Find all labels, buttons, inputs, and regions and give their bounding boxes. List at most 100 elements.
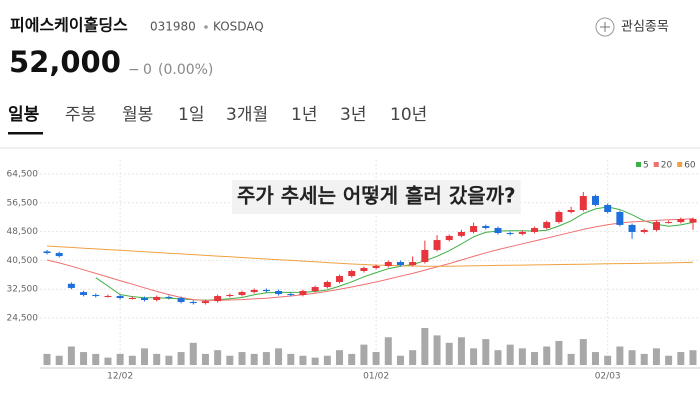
volume-bar (494, 350, 502, 365)
volume-bar (43, 353, 51, 365)
candle-body (421, 249, 429, 263)
volume-bar (421, 328, 429, 365)
tabs: 일봉 주봉 월봉 1일 3개월 1년 3년 10년 (8, 105, 427, 135)
x-tick-label: 12/02 (107, 372, 133, 382)
candle-body (640, 229, 648, 232)
candle-body (67, 283, 75, 288)
volume-bar (616, 346, 624, 365)
volume-bar (104, 357, 112, 365)
tab[interactable]: 일봉 (8, 105, 40, 125)
watch-button[interactable]: 관심종목 (595, 17, 669, 37)
volume-bar (433, 335, 441, 365)
volume-bar (628, 350, 636, 365)
volume-bar (677, 352, 685, 365)
volume-bar (579, 339, 587, 365)
candle-body (177, 298, 185, 302)
candle-body (336, 276, 344, 282)
candle-body (275, 291, 283, 295)
tab[interactable]: 1년 (291, 105, 317, 125)
candle-body (128, 298, 136, 300)
x-tick-label: 01/02 (363, 372, 389, 382)
volume-bar (555, 340, 563, 365)
volume-bar (396, 355, 404, 365)
volume-bar (543, 346, 551, 365)
volume-bar (336, 350, 344, 365)
volume-bar (55, 355, 63, 365)
legend-swatch (677, 162, 683, 167)
volume-bar (372, 352, 380, 365)
candle-body (165, 296, 173, 299)
volume-bar (531, 352, 539, 365)
ma-line (46, 218, 694, 301)
tab[interactable]: 1일 (178, 105, 204, 125)
candle-body (43, 251, 51, 254)
y-tick-label: 32,500 (7, 285, 39, 295)
volume-bar (250, 353, 258, 365)
ma-line (95, 206, 694, 301)
volume-bar (445, 342, 453, 365)
candle-body (104, 296, 112, 298)
tab[interactable]: 주봉 (65, 105, 96, 125)
candle-body (689, 219, 697, 223)
legend-label: 5 (643, 161, 649, 171)
volume-bar (689, 350, 697, 365)
candle-body (567, 210, 575, 212)
candle-body (141, 298, 149, 300)
candle-body (323, 282, 331, 288)
y-tick-label: 48,500 (7, 227, 39, 237)
market: KOSDAQ (213, 20, 264, 34)
tab[interactable]: 3개월 (226, 105, 268, 125)
tab[interactable]: 10년 (390, 105, 427, 125)
candle-body (360, 267, 368, 272)
legend-swatch (636, 162, 641, 167)
candle-body (616, 211, 624, 225)
volume-bar (457, 337, 465, 365)
volume-bar (92, 353, 100, 365)
candle-body (153, 296, 161, 300)
y-tick-label: 64,500 (7, 170, 39, 180)
candle-body (384, 262, 392, 266)
candle-body (311, 287, 319, 291)
candle-body (238, 292, 246, 295)
candle-body (677, 219, 685, 223)
volume-bar (189, 342, 197, 365)
volume-bar (67, 346, 75, 365)
candle-body (299, 291, 307, 295)
candle-body (396, 262, 404, 266)
candle-body (470, 226, 478, 232)
candle-body (518, 231, 526, 234)
volume-bar (165, 355, 173, 365)
volume-bar (518, 348, 526, 365)
candle-body (506, 233, 514, 235)
volume-bar (348, 353, 356, 365)
tab[interactable]: 3년 (340, 105, 366, 125)
change: 0 (143, 62, 152, 78)
candle-body (604, 204, 612, 212)
volume-bar (506, 344, 514, 365)
candle-body (433, 240, 441, 250)
y-tick-label: 40,500 (7, 256, 39, 266)
legend-label: 60 (684, 161, 696, 171)
overlay-bg (232, 180, 521, 214)
candle-body (445, 235, 453, 241)
candle-body (226, 294, 234, 297)
volume-bar (128, 355, 136, 365)
candle-body (482, 226, 490, 228)
y-tick-label: 24,500 (7, 314, 39, 324)
volume-bar (567, 353, 575, 365)
stock-code: 031980 (150, 20, 196, 34)
candle-body (591, 195, 599, 205)
candle-body (494, 228, 502, 234)
candle-body (579, 195, 587, 210)
candle-body (372, 265, 380, 268)
x-tick-label: 02/03 (595, 372, 621, 382)
overlay-title: 주가 추세는 어떻게 흘러 갔을까? (237, 184, 516, 208)
legend-swatch (653, 162, 659, 167)
volume-bar (153, 353, 161, 365)
candle-body (409, 262, 417, 266)
volume-bar (80, 352, 88, 365)
candle-body (262, 289, 270, 291)
volume-bar (482, 339, 490, 365)
tab[interactable]: 월봉 (122, 105, 153, 125)
